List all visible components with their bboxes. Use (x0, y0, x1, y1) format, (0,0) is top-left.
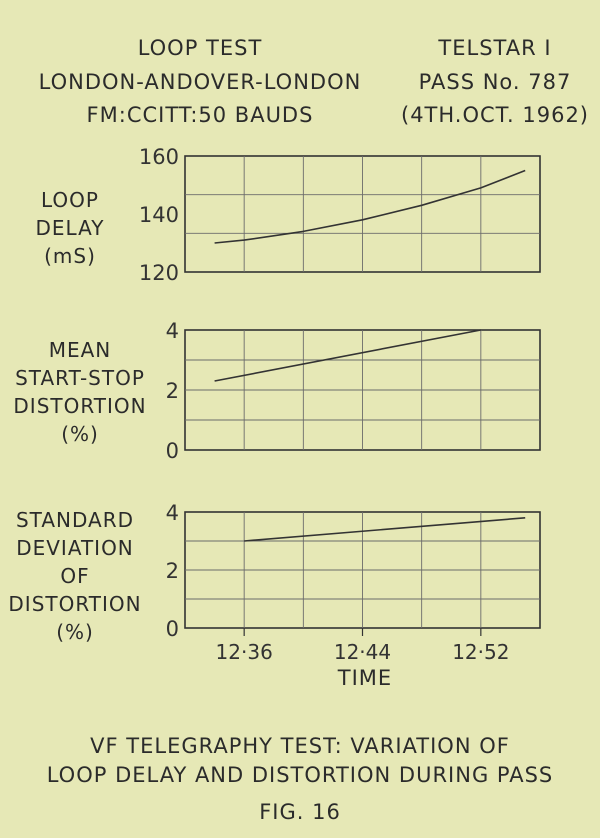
chart-2-ytick-label: 0 (166, 439, 179, 463)
header-right-line-2: PASS No. 787 (418, 70, 572, 94)
caption-line-1: VF TELEGRAPHY TEST: VARIATION OF (90, 734, 510, 758)
chart-2-ylabel-line: (%) (61, 422, 99, 446)
chart-2-ytick-label: 4 (166, 319, 179, 343)
chart-3-ytick-label: 2 (166, 559, 179, 583)
chart-3-ytick-label: 0 (166, 617, 179, 641)
chart-3-xtick-label: 12·36 (216, 640, 273, 664)
chart-1-ytick-label: 140 (139, 203, 179, 227)
chart-3-ylabel-line: OF (60, 564, 90, 588)
header-left-line-3: FM:CCITT:50 BAUDS (86, 103, 314, 127)
figure-label: FIG. 16 (259, 800, 341, 824)
chart-3-ytick-label: 4 (166, 501, 179, 525)
chart-2-series-line (214, 329, 481, 382)
x-axis-title: TIME (337, 666, 393, 690)
header-left-line-1: LOOP TEST (137, 36, 263, 60)
chart-1-ylabel-line: LOOP (41, 188, 99, 212)
chart-3-xtick-label: 12·44 (334, 640, 391, 664)
chart-2-ylabel-line: DISTORTION (13, 394, 147, 418)
chart-2-ylabel: MEAN START-STOP DISTORTION (%) (5, 336, 155, 448)
chart-1-ylabel: LOOP DELAY (mS) (20, 186, 120, 270)
header-left-line-2: LONDON-ANDOVER-LONDON (38, 70, 362, 94)
header-right-line-1: TELSTAR I (438, 36, 552, 60)
header-right-line-3: (4TH.OCT. 1962) (401, 103, 589, 127)
chart-2-ylabel-line: START-STOP (15, 366, 145, 390)
chart-3-ylabel-line: (%) (56, 620, 94, 644)
chart-3-series-line (244, 517, 526, 542)
chart-3-ylabel-line: STANDARD (15, 508, 135, 532)
chart-1-ylabel-line: (mS) (44, 244, 96, 268)
chart-3-xtick-label: 12·52 (452, 640, 509, 664)
chart-1-series-line (214, 169, 526, 244)
chart-1-ylabel-line: DELAY (35, 216, 105, 240)
chart-3-ylabel-line: DEVIATION (16, 536, 134, 560)
chart-2-ytick-label: 2 (166, 379, 179, 403)
chart-2-ylabel-line: MEAN (48, 338, 112, 362)
chart-1-ytick-label: 160 (139, 145, 179, 169)
chart-3-ylabel-line: DISTORTION (8, 592, 142, 616)
chart-3-ylabel: STANDARD DEVIATION OF DISTORTION (%) (5, 506, 145, 646)
caption-line-2: LOOP DELAY AND DISTORTION DURING PASS (46, 763, 554, 787)
chart-1-ytick-label: 120 (139, 261, 179, 285)
